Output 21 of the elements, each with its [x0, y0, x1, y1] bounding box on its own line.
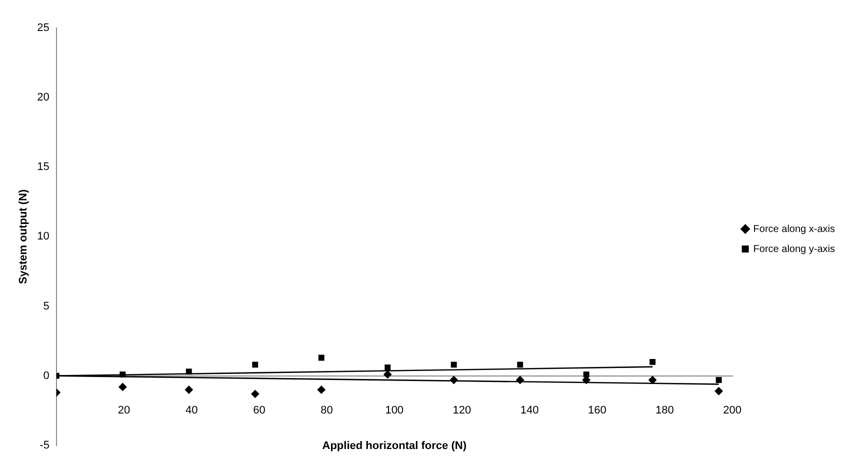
x-tick-label: 20 [118, 404, 130, 416]
y-tick-label: 15 [37, 161, 50, 174]
x-tick-label: 40 [185, 404, 198, 416]
y-tick-label: 25 [37, 22, 50, 34]
y-tick-label: 5 [43, 300, 50, 312]
y-tick-label: -5 [40, 439, 50, 452]
legend-label: Force along x-axis [753, 224, 836, 235]
y-tick-label: 10 [37, 230, 50, 243]
y-tick-label: 20 [37, 92, 50, 104]
x-tick-label: 120 [452, 404, 472, 416]
x-axis-title: Applied horizontal force (N) [322, 440, 467, 452]
x-tick-label: 180 [656, 404, 674, 416]
x-tick-label: 60 [253, 404, 266, 416]
x-tick-label: 100 [385, 404, 404, 416]
y-axis-title: System output (N) [18, 189, 30, 284]
x-tick-label: 200 [723, 404, 742, 416]
legend-label: Force along y-axis [753, 244, 836, 255]
y-tick-label: 0 [43, 370, 50, 382]
x-tick-label: 140 [520, 404, 539, 416]
x-tick-label: 80 [320, 404, 333, 416]
x-tick-label: 160 [588, 404, 606, 416]
